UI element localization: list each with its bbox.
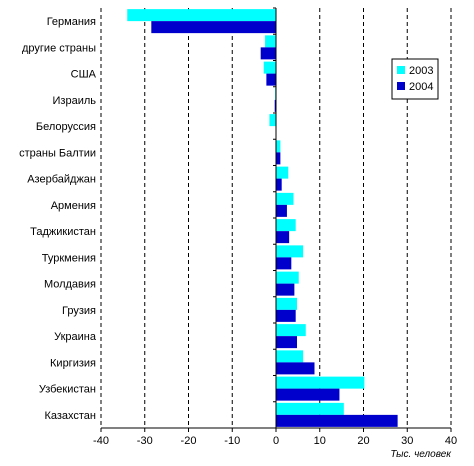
bar-2004-10 <box>276 283 295 296</box>
legend-label-2004: 2004 <box>409 81 433 93</box>
bar-2004-1 <box>260 47 276 60</box>
bar-2003-10 <box>276 271 299 284</box>
category-label: Израиль <box>53 95 97 107</box>
bar-2003-14 <box>276 376 365 389</box>
bar-2003-7 <box>276 192 294 205</box>
bar-2004-5 <box>276 152 281 165</box>
bar-2004-13 <box>276 362 315 375</box>
bar-2003-13 <box>276 350 304 363</box>
x-tick-label: 30 <box>401 435 413 447</box>
x-tick-label: -20 <box>181 435 197 447</box>
category-label: Грузия <box>62 305 96 317</box>
category-label: Казахстан <box>44 410 96 422</box>
category-label: Азербайджан <box>27 174 96 186</box>
bar-2004-15 <box>276 414 398 427</box>
bar-2004-7 <box>276 204 287 217</box>
category-label: Армения <box>51 200 96 212</box>
legend-box <box>391 58 439 100</box>
bar-2004-11 <box>276 309 296 322</box>
legend-label-2003: 2003 <box>409 65 433 77</box>
bar-2004-9 <box>276 257 292 270</box>
bar-2003-4 <box>269 114 276 127</box>
category-label: Таджикистан <box>30 226 96 238</box>
category-labels: Германия другие страны США Израиль Белорусси… <box>19 16 97 422</box>
category-label: Молдавия <box>44 279 96 291</box>
bar-2003-11 <box>276 297 297 310</box>
axis <box>100 7 452 432</box>
category-label: страны Балтии <box>19 147 96 159</box>
category-label: Туркмения <box>42 252 96 264</box>
bar-2003-0 <box>127 9 276 22</box>
category-label: Германия <box>47 16 96 28</box>
x-axis-label: Тыс. человек <box>390 449 452 460</box>
legend-swatch-2004 <box>397 82 405 90</box>
category-label: Узбекистан <box>39 384 96 396</box>
category-label: другие страны <box>22 42 96 54</box>
bar-2004-2 <box>266 73 276 86</box>
bar-2004-6 <box>276 178 282 191</box>
category-label: Белоруссия <box>36 121 96 133</box>
bar-2003-1 <box>265 35 276 48</box>
bar-2004-8 <box>276 231 290 244</box>
x-tick-label: 20 <box>357 435 369 447</box>
x-tick-label: 10 <box>314 435 326 447</box>
x-tick-label: -40 <box>93 435 109 447</box>
x-tick-label: 0 <box>273 435 279 447</box>
category-label: США <box>71 69 97 81</box>
tick-labels: -40 -30 -20 -10 0 10 20 30 40 <box>93 435 457 447</box>
bar-2003-5 <box>276 140 281 153</box>
legend-swatch-2003 <box>397 66 405 74</box>
bar-2004-0 <box>151 21 276 34</box>
bar-2003-9 <box>276 245 304 258</box>
x-tick-label: 40 <box>445 435 457 447</box>
bar-2003-6 <box>276 166 289 179</box>
bars <box>127 9 398 427</box>
bar-2004-3 <box>274 99 276 112</box>
legend: 2003 2004 <box>391 58 439 100</box>
category-label: Украина <box>54 331 97 343</box>
category-label: Киргизия <box>50 357 96 369</box>
bar-2003-8 <box>276 219 296 232</box>
x-tick-label: -10 <box>224 435 240 447</box>
bar-2003-15 <box>276 402 344 415</box>
bar-2003-2 <box>263 61 276 74</box>
x-tick-label: -30 <box>137 435 153 447</box>
bar-2004-12 <box>276 336 297 349</box>
bar-2003-12 <box>276 324 306 337</box>
bar-2004-14 <box>276 388 340 401</box>
